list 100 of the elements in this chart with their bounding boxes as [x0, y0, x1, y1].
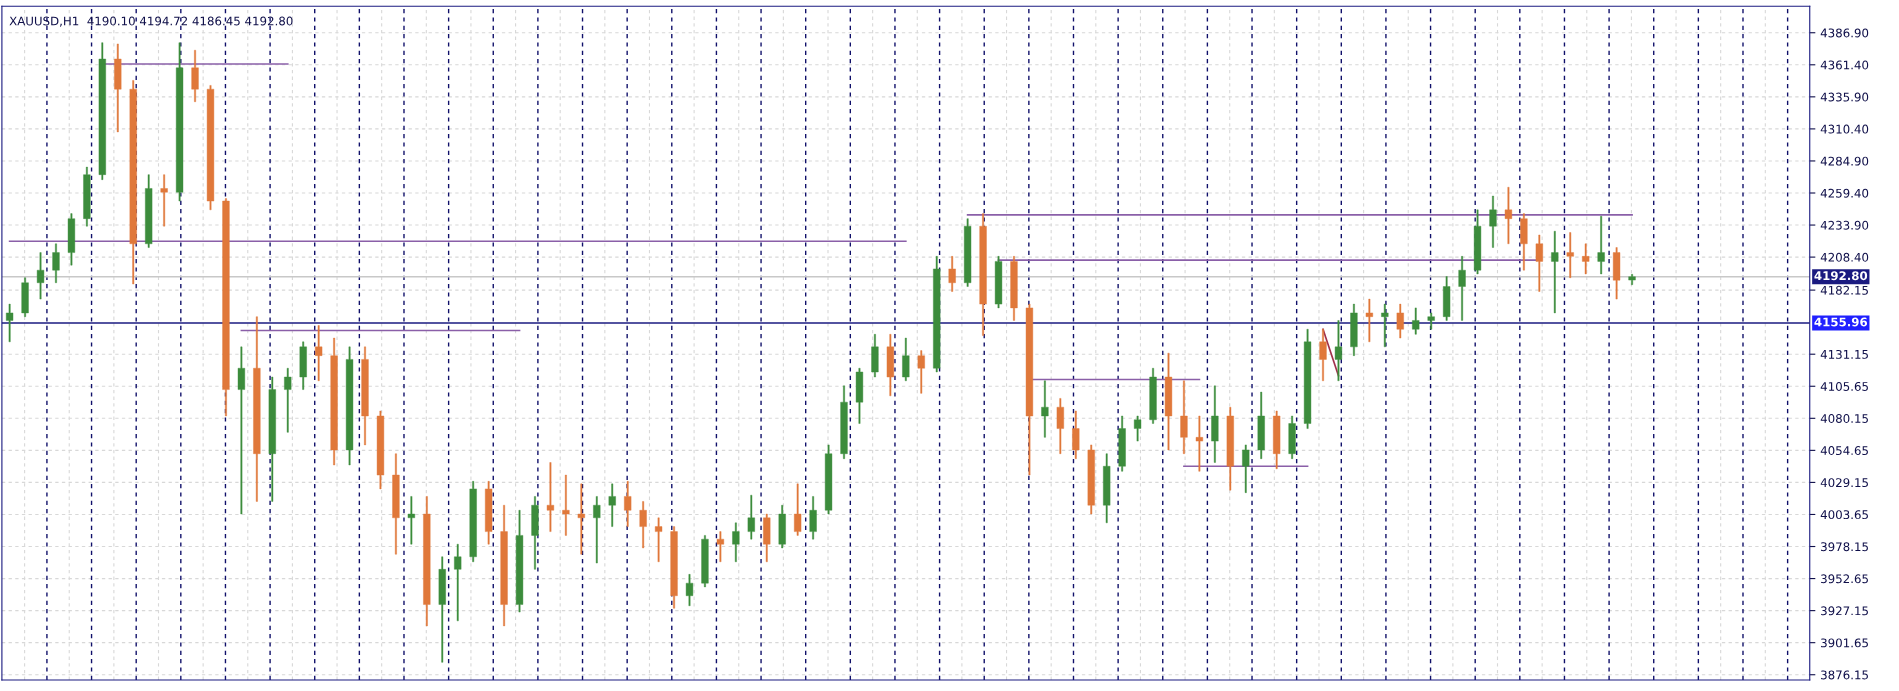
candlestick [469, 481, 477, 562]
candlestick [824, 444, 833, 515]
candlestick [778, 505, 786, 549]
candlestick [701, 535, 709, 588]
candlestick [1443, 276, 1451, 321]
candlestick [515, 510, 524, 613]
candlestick [1103, 453, 1111, 524]
candlestick [685, 574, 694, 606]
candlestick [902, 337, 910, 381]
candlestick [330, 337, 338, 466]
candlestick [1535, 234, 1543, 292]
candlestick [438, 556, 446, 663]
candlestick [21, 277, 29, 317]
candlestick [345, 346, 354, 466]
y-tick-label: 4259.40 [1820, 188, 1869, 198]
y-tick-label: 4131.15 [1820, 349, 1868, 359]
candlestick [871, 334, 879, 378]
y-tick-label: 4105.65 [1820, 381, 1868, 391]
candlestick [1427, 312, 1435, 330]
candlestick [253, 316, 261, 502]
y-tick-label: 3876.15 [1821, 670, 1868, 680]
candlestick [1597, 215, 1605, 275]
candlestick [1365, 298, 1373, 343]
candlestick [639, 501, 647, 549]
candlestick [1489, 195, 1497, 248]
candlestick [376, 410, 385, 490]
y-tick-label: 3978.15 [1821, 542, 1868, 552]
candlestick [222, 198, 230, 417]
y-tick-label: 4029.15 [1820, 478, 1868, 488]
candlestick [1303, 329, 1312, 429]
y-tick-label: 4335.90 [1820, 92, 1869, 102]
ref-line-label: 4192.80 [1814, 271, 1868, 281]
candlestick [840, 385, 848, 459]
candlestick [485, 481, 493, 545]
candlestick [747, 494, 755, 540]
candlestick [1072, 410, 1080, 459]
candlestick [407, 496, 415, 545]
candlestick [36, 252, 45, 300]
candlestick [6, 303, 14, 343]
candlestick [160, 174, 168, 227]
candlestick [268, 376, 276, 502]
candlestick [1133, 415, 1142, 442]
candlestick [392, 453, 400, 555]
candlestick [98, 42, 106, 180]
candlestick [964, 218, 972, 287]
candlestick [1334, 320, 1343, 381]
candlestick [1118, 415, 1126, 472]
candlestick [145, 174, 153, 248]
candlestick [1056, 398, 1064, 454]
candlestick [1226, 406, 1234, 491]
candlestick [1149, 368, 1157, 424]
y-tick-label: 4003.65 [1820, 510, 1868, 520]
candlestick [624, 481, 632, 527]
candlestick [1396, 303, 1404, 339]
candlestick [948, 256, 956, 292]
candlestick [52, 243, 60, 283]
candlestick [593, 496, 601, 564]
candlestick [284, 368, 292, 433]
candlestick [1473, 209, 1482, 275]
candlestick [1628, 274, 1636, 285]
y-tick-label: 4284.90 [1820, 156, 1869, 166]
candlestick [1504, 187, 1513, 244]
candlestick [500, 505, 508, 627]
y-tick-label: 4182.15 [1820, 285, 1868, 295]
candlestick [670, 526, 678, 609]
y-tick-label: 3952.65 [1821, 574, 1868, 584]
candlestick [83, 166, 91, 227]
y-tick-label: 3927.15 [1821, 606, 1868, 616]
y-tick-label: 4386.90 [1820, 28, 1869, 38]
candlestick [1288, 415, 1296, 459]
y-tick-label: 4310.40 [1820, 124, 1869, 134]
candlestick [1458, 256, 1466, 321]
candlestick [1551, 231, 1559, 314]
y-tick-label: 4233.90 [1820, 220, 1869, 230]
candlestick [855, 368, 864, 424]
candlestick [191, 50, 199, 102]
candlestick [1242, 444, 1250, 493]
candlestick [654, 517, 663, 562]
candlestick [1520, 213, 1528, 271]
candlestick [933, 256, 941, 373]
candlestick [1350, 303, 1358, 356]
candlestick [1412, 307, 1420, 335]
candlestick [979, 213, 987, 336]
candlestick [794, 483, 802, 536]
candlestick [732, 522, 740, 562]
candlestick [1010, 256, 1018, 321]
y-tick-label: 4361.40 [1820, 60, 1869, 70]
candlestick [1025, 303, 1034, 476]
candlestick [361, 346, 369, 446]
ref-line-label: 4155.96 [1814, 317, 1868, 327]
candlestick [1566, 232, 1574, 278]
candlestick [454, 543, 462, 622]
candlestick [1164, 352, 1173, 451]
candlestick [562, 474, 570, 536]
candlestick [1582, 243, 1590, 275]
candlestick [1273, 410, 1281, 469]
y-tick-label: 3901.65 [1821, 638, 1868, 648]
candlestick [299, 341, 307, 390]
candlestick [531, 496, 539, 570]
y-tick-label: 4080.15 [1820, 414, 1868, 423]
